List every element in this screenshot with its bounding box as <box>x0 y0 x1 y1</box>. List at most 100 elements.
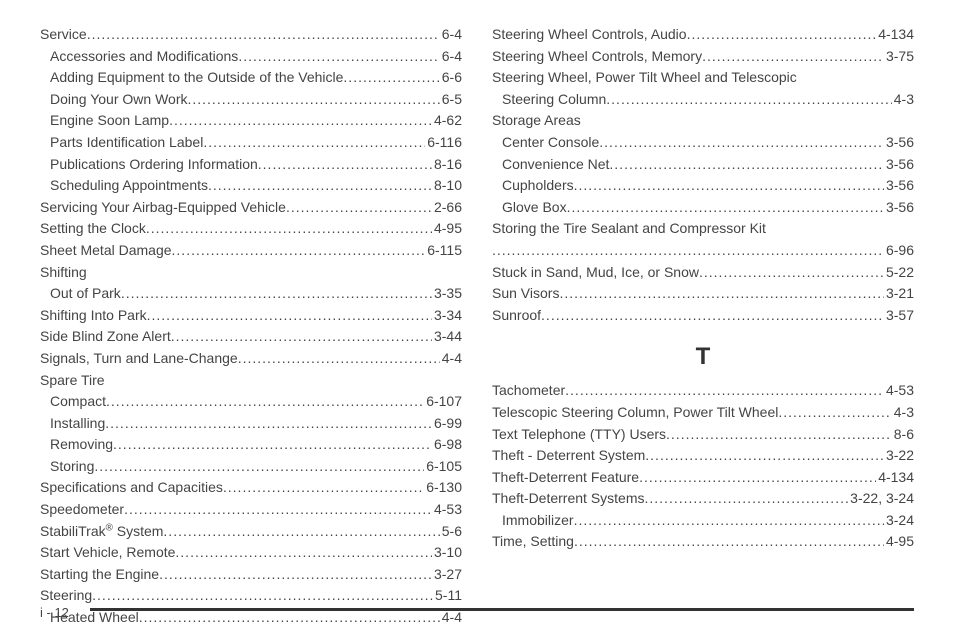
entry-page: 3-44 <box>432 327 462 347</box>
entry-label: Center Console <box>502 133 599 153</box>
entry-page: 3-21 <box>884 284 914 304</box>
index-entry: Out of Park3-35 <box>40 284 462 304</box>
index-entry: Parts Identification Label 6-116 <box>40 133 462 153</box>
entry-page: 6-130 <box>424 478 462 498</box>
leader-dots <box>778 403 891 423</box>
entry-page: 3-24 <box>884 511 914 531</box>
leader-dots <box>559 284 884 304</box>
right-column: Steering Wheel Controls, Audio4-134Steer… <box>492 25 914 585</box>
entry-label: Storage Areas <box>492 111 581 131</box>
entry-page: 6-98 <box>432 435 462 455</box>
leader-dots <box>146 219 432 239</box>
index-entry: Scheduling Appointments8-10 <box>40 176 462 196</box>
entry-label: Parts Identification Label <box>50 133 203 153</box>
entry-page: 2-66 <box>432 198 462 218</box>
index-entry: Center Console3-56 <box>492 133 914 153</box>
entry-page: 6-99 <box>432 414 462 434</box>
leader-dots <box>238 349 440 369</box>
leader-dots <box>492 241 884 261</box>
index-entry: Publications Ordering Information 8-16 <box>40 155 462 175</box>
leader-dots <box>574 511 884 531</box>
entry-label: Theft - Deterrent System <box>492 446 645 466</box>
entry-label: Sun Visors <box>492 284 559 304</box>
entry-label: Engine Soon Lamp <box>50 111 169 131</box>
leader-dots <box>574 532 884 552</box>
entry-page: 3-57 <box>884 306 914 326</box>
entry-label: Specifications and Capacities <box>40 478 223 498</box>
entry-label: Signals, Turn and Lane-Change <box>40 349 238 369</box>
entry-label: Side Blind Zone Alert <box>40 327 171 347</box>
entry-label: Servicing Your Airbag-Equipped Vehicle <box>40 198 286 218</box>
leader-dots <box>171 327 432 347</box>
index-entry: Steering Wheel Controls, Audio4-134 <box>492 25 914 45</box>
entry-label: Convenience Net <box>502 155 609 175</box>
index-entry: Storage Areas <box>492 111 914 131</box>
index-entry: Sun Visors 3-21 <box>492 284 914 304</box>
index-entry: Storing the Tire Sealant and Compressor … <box>492 219 914 239</box>
entry-page: 6-5 <box>440 90 462 110</box>
leader-dots <box>606 90 891 110</box>
entry-label: Removing <box>50 435 113 455</box>
leader-dots <box>258 155 432 175</box>
entry-page: 3-22 <box>884 446 914 466</box>
entry-label: Steering <box>40 586 92 606</box>
leader-dots <box>147 306 432 326</box>
index-entry: Glove Box3-56 <box>492 198 914 218</box>
entry-page: 3-56 <box>884 198 914 218</box>
entry-label: Storing the Tire Sealant and Compressor … <box>492 219 766 239</box>
leader-dots <box>666 425 892 445</box>
index-entry: Spare Tire <box>40 371 462 391</box>
leader-dots <box>645 489 849 509</box>
index-entry: Theft-Deterrent Systems3-22, 3-24 <box>492 489 914 509</box>
entry-page: 6-96 <box>884 241 914 261</box>
index-entry: Stuck in Sand, Mud, Ice, or Snow5-22 <box>492 263 914 283</box>
leader-dots <box>574 176 884 196</box>
index-entry: Steering Column4-3 <box>492 90 914 110</box>
leader-dots <box>203 133 425 153</box>
entry-page: 4-95 <box>884 532 914 552</box>
entry-label: Theft-Deterrent Feature <box>492 468 639 488</box>
leader-dots <box>609 155 884 175</box>
entry-label: Telescopic Steering Column, Power Tilt W… <box>492 403 778 423</box>
index-entry: Telescopic Steering Column, Power Tilt W… <box>492 403 914 423</box>
leader-dots <box>238 47 439 67</box>
leader-dots <box>541 306 884 326</box>
leader-dots <box>187 90 439 110</box>
index-entry: Tachometer4-53 <box>492 381 914 401</box>
index-entry: Compact6-107 <box>40 392 462 412</box>
entry-label: Stuck in Sand, Mud, Ice, or Snow <box>492 263 699 283</box>
leader-dots <box>113 435 432 455</box>
entry-page: 5-11 <box>433 586 462 606</box>
entry-label: Steering Wheel Controls, Audio <box>492 25 687 45</box>
entry-label: Steering Column <box>502 90 606 110</box>
leader-dots <box>94 457 424 477</box>
entry-page: 8-6 <box>892 425 914 445</box>
entry-label: Theft-Deterrent Systems <box>492 489 645 509</box>
index-entry: Speedometer4-53 <box>40 500 462 520</box>
index-columns: Service6-4Accessories and Modifications6… <box>40 25 914 585</box>
index-entry: Starting the Engine3-27 <box>40 565 462 585</box>
entry-label: Cupholders <box>502 176 574 196</box>
index-entry: Accessories and Modifications6-4 <box>40 47 462 67</box>
entry-page: 5-6 <box>440 522 462 542</box>
index-entry: Steering Wheel Controls, Memory3-75 <box>492 47 914 67</box>
index-entry: Installing6-99 <box>40 414 462 434</box>
index-entry: Cupholders3-56 <box>492 176 914 196</box>
entry-label: Shifting Into Park <box>40 306 147 326</box>
entry-page: 4-95 <box>432 219 462 239</box>
entry-page: 6-116 <box>425 133 462 153</box>
entry-page: 8-16 <box>432 155 462 175</box>
entry-label: Text Telephone (TTY) Users <box>492 425 666 445</box>
index-entry: Signals, Turn and Lane-Change4-4 <box>40 349 462 369</box>
index-entry: Service6-4 <box>40 25 462 45</box>
leader-dots <box>699 263 884 283</box>
leader-dots <box>105 414 432 434</box>
entry-label: Publications Ordering Information <box>50 155 258 175</box>
entry-label: Storing <box>50 457 94 477</box>
entry-label: Service <box>40 25 87 45</box>
leader-dots <box>124 500 432 520</box>
entry-page: 6-115 <box>425 241 462 261</box>
entry-label: Tachometer <box>492 381 565 401</box>
index-entry: Shifting <box>40 263 462 283</box>
entry-page: 4-62 <box>432 111 462 131</box>
